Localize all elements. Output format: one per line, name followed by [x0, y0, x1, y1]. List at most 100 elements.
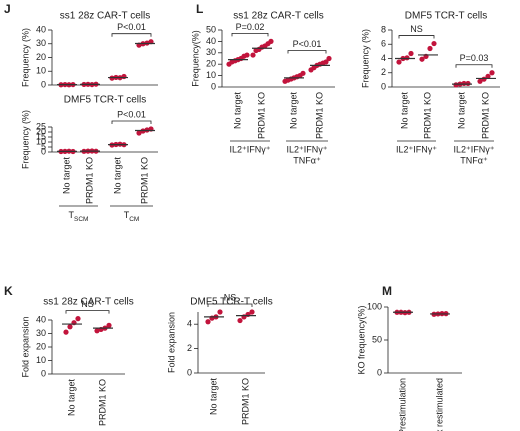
y-axis-label: Fold expansion: [166, 312, 176, 373]
y-axis-label: KO frequency(%): [356, 305, 366, 374]
x-tick-label: No target: [112, 157, 122, 195]
y-axis-label: Frequency (%): [20, 110, 30, 169]
x-tick-label: No target: [456, 92, 466, 130]
y-axis-label: Frequency (%): [360, 29, 370, 88]
group-label: IL2⁺IFNγ⁺: [229, 144, 270, 154]
x-tick-label: PRDM1 KO: [422, 92, 432, 139]
y-tick-label: 8: [381, 24, 386, 34]
significance-bracket: [65, 310, 110, 314]
panel-letter: J: [4, 2, 11, 16]
data-point: [427, 45, 433, 52]
data-point: [106, 322, 112, 328]
y-axis-label: Fold expansion: [20, 316, 30, 377]
y-tick-label: 2: [381, 67, 386, 77]
y-tick-label: 0: [377, 367, 382, 377]
data-point: [396, 59, 402, 65]
y-tick-label: 4: [381, 53, 386, 63]
group-label: IL2⁺IFNγ⁺: [453, 144, 494, 154]
significance-label: NS: [224, 292, 237, 302]
y-tick-label: 50: [206, 24, 216, 34]
x-tick-label: 3x restimulated: [434, 378, 444, 431]
y-tick-label: 10: [36, 66, 46, 76]
y-tick-label: 0: [41, 146, 46, 156]
y-tick-label: 4: [187, 319, 192, 329]
y-tick-label: 30: [206, 47, 216, 57]
data-point: [408, 50, 414, 57]
group-label: TNFα⁺: [460, 155, 488, 165]
significance-bracket: [398, 35, 435, 39]
x-tick-label: PRDM1 KO: [84, 157, 94, 204]
y-tick-label: 20: [36, 126, 46, 136]
y-tick-label: 0: [41, 368, 46, 378]
significance-bracket: [111, 33, 152, 37]
y-tick-label: 10: [36, 355, 46, 365]
chart-title: DMF5 TCR-T cells: [405, 11, 487, 22]
y-tick-label: 2: [187, 343, 192, 353]
data-point: [431, 40, 437, 47]
x-tick-label: PRDM1 KO: [256, 92, 266, 139]
y-axis-label: Frequency (%): [20, 28, 30, 87]
y-tick-label: 100: [367, 301, 382, 311]
x-tick-label: PRDM1 KO: [314, 92, 324, 139]
panel-letter: L: [196, 2, 203, 16]
y-tick-label: 40: [36, 24, 46, 34]
y-axis-label: Frequency(%): [190, 30, 200, 87]
group-label: TCM: [124, 210, 140, 223]
y-tick-label: 40: [206, 36, 216, 46]
y-tick-label: 0: [381, 81, 386, 91]
data-point: [217, 309, 223, 315]
data-point: [94, 328, 100, 334]
x-tick-label: No target: [232, 92, 242, 130]
group-label: IL2⁺IFNγ⁺: [396, 144, 437, 154]
y-tick-label: 0: [41, 79, 46, 89]
group-label: TNFα⁺: [293, 155, 321, 165]
x-tick-label: No target: [66, 379, 76, 417]
x-tick-label: No target: [288, 92, 298, 130]
y-tick-label: 20: [36, 341, 46, 351]
significance-label: P=0.02: [236, 22, 265, 32]
data-point: [121, 73, 127, 80]
data-point: [323, 59, 329, 65]
data-point: [268, 38, 274, 45]
significance-label: NS: [410, 24, 423, 34]
significance-label: P<0.01: [117, 22, 146, 32]
data-point: [237, 317, 243, 324]
y-tick-label: 40: [36, 314, 46, 324]
y-tick-label: 10: [206, 70, 216, 80]
significance-bracket: [231, 33, 269, 37]
data-point: [489, 70, 495, 76]
x-tick-label: PRDM1 KO: [97, 379, 107, 426]
significance-bracket: [111, 120, 152, 124]
significance-bracket: [207, 303, 253, 307]
panel-letter: K: [4, 284, 13, 298]
group-label-base: T: [69, 210, 75, 220]
y-tick-label: 50: [372, 334, 382, 344]
data-point: [465, 80, 471, 87]
y-tick-label: 10: [36, 136, 46, 146]
significance-label: P=0.03: [460, 53, 489, 63]
y-tick-label: 6: [381, 39, 386, 49]
chart-title: DMF5 TCR-T cells: [190, 297, 272, 308]
chart-title: ss1 28z CAR-T cells: [60, 11, 150, 22]
significance-label: P<0.01: [117, 109, 146, 119]
data-point: [300, 70, 306, 76]
chart-title: ss1 28z CAR-T cells: [43, 297, 133, 308]
data-point: [136, 130, 142, 136]
x-tick-label: Prestimulation: [397, 378, 407, 431]
significance-label: NS: [81, 299, 94, 309]
x-tick-label: PRDM1 KO: [139, 157, 149, 204]
y-tick-label: 20: [36, 52, 46, 62]
significance-label: P<0.01: [293, 39, 322, 49]
y-tick-label: 20: [206, 59, 216, 69]
y-tick-label: 30: [36, 38, 46, 48]
x-tick-label: PRDM1 KO: [480, 92, 490, 139]
y-tick-label: 25: [36, 121, 46, 131]
significance-bracket: [455, 64, 493, 68]
group-label-sub: SCM: [74, 216, 88, 223]
y-tick-label: 0: [211, 81, 216, 91]
y-tick-label: 15: [36, 131, 46, 141]
data-point: [404, 55, 410, 61]
x-tick-label: No target: [61, 157, 71, 195]
data-point: [250, 52, 256, 58]
data-point: [67, 324, 73, 330]
